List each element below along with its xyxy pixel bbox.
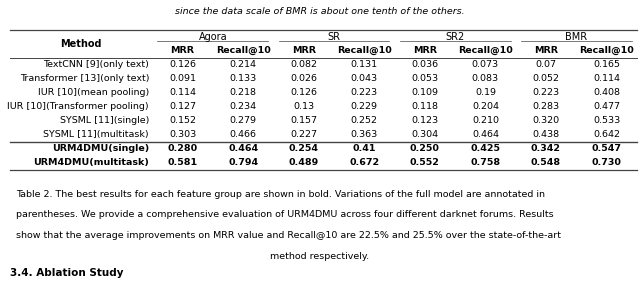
Text: 0.342: 0.342 — [531, 144, 561, 153]
Text: 0.234: 0.234 — [230, 102, 257, 111]
Text: 0.114: 0.114 — [169, 88, 196, 97]
Text: IUR [10](Transformer pooling): IUR [10](Transformer pooling) — [8, 102, 149, 111]
Text: Method: Method — [60, 39, 102, 49]
Text: 0.152: 0.152 — [169, 116, 196, 125]
Text: 0.07: 0.07 — [536, 60, 556, 69]
Text: 0.126: 0.126 — [290, 88, 317, 97]
Text: SR2: SR2 — [445, 32, 465, 42]
Text: 0.123: 0.123 — [412, 116, 438, 125]
Text: method respectively.: method respectively. — [271, 252, 369, 261]
Text: 0.552: 0.552 — [410, 158, 440, 167]
Text: MRR: MRR — [534, 46, 558, 55]
Text: 0.053: 0.053 — [412, 74, 438, 83]
Text: 0.672: 0.672 — [349, 158, 380, 167]
Text: 0.223: 0.223 — [532, 88, 559, 97]
Text: 0.730: 0.730 — [591, 158, 621, 167]
Text: 0.547: 0.547 — [591, 144, 621, 153]
Text: BMR: BMR — [565, 32, 588, 42]
Text: Recall@10: Recall@10 — [458, 46, 513, 56]
Text: 0.204: 0.204 — [472, 102, 499, 111]
Text: 0.280: 0.280 — [168, 144, 198, 153]
Text: 0.109: 0.109 — [412, 88, 438, 97]
Text: 3.4. Ablation Study: 3.4. Ablation Study — [10, 268, 123, 278]
Text: show that the average improvements on MRR value and Recall@10 are 22.5% and 25.5: show that the average improvements on MR… — [16, 231, 561, 240]
Text: Recall@10: Recall@10 — [579, 46, 634, 56]
Text: 0.19: 0.19 — [475, 88, 496, 97]
Text: 0.118: 0.118 — [412, 102, 438, 111]
Text: Recall@10: Recall@10 — [216, 46, 271, 56]
Text: 0.13: 0.13 — [293, 102, 314, 111]
Text: MRR: MRR — [171, 46, 195, 55]
Text: 0.227: 0.227 — [290, 130, 317, 139]
Text: 0.210: 0.210 — [472, 116, 499, 125]
Text: 0.408: 0.408 — [593, 88, 620, 97]
Text: 0.250: 0.250 — [410, 144, 440, 153]
Text: 0.533: 0.533 — [593, 116, 620, 125]
Text: 0.133: 0.133 — [230, 74, 257, 83]
Text: 0.252: 0.252 — [351, 116, 378, 125]
Text: 0.581: 0.581 — [168, 158, 198, 167]
Text: 0.466: 0.466 — [230, 130, 257, 139]
Text: 0.091: 0.091 — [169, 74, 196, 83]
Text: 0.548: 0.548 — [531, 158, 561, 167]
Text: 0.41: 0.41 — [353, 144, 376, 153]
Text: 0.477: 0.477 — [593, 102, 620, 111]
Text: URM4DMU(multitask): URM4DMU(multitask) — [33, 158, 149, 167]
Text: TextCNN [9](only text): TextCNN [9](only text) — [44, 60, 149, 69]
Text: Table 2. The best results for each feature group are shown in bold. Variations o: Table 2. The best results for each featu… — [16, 190, 545, 199]
Text: Agora: Agora — [198, 32, 227, 42]
Text: 0.026: 0.026 — [290, 74, 317, 83]
Text: 0.642: 0.642 — [593, 130, 620, 139]
Text: 0.218: 0.218 — [230, 88, 257, 97]
Text: 0.279: 0.279 — [230, 116, 257, 125]
Text: 0.425: 0.425 — [470, 144, 500, 153]
Text: 0.489: 0.489 — [289, 158, 319, 167]
Text: 0.052: 0.052 — [532, 74, 559, 83]
Text: 0.438: 0.438 — [532, 130, 559, 139]
Text: Transformer [13](only text): Transformer [13](only text) — [20, 74, 149, 83]
Text: 0.073: 0.073 — [472, 60, 499, 69]
Text: 0.127: 0.127 — [169, 102, 196, 111]
Text: parentheses. We provide a comprehensive evaluation of URM4DMU across four differ: parentheses. We provide a comprehensive … — [16, 210, 554, 219]
Text: 0.131: 0.131 — [351, 60, 378, 69]
Text: 0.223: 0.223 — [351, 88, 378, 97]
Text: 0.036: 0.036 — [412, 60, 438, 69]
Text: Recall@10: Recall@10 — [337, 46, 392, 56]
Text: 0.464: 0.464 — [228, 144, 258, 153]
Text: 0.794: 0.794 — [228, 158, 258, 167]
Text: 0.363: 0.363 — [351, 130, 378, 139]
Text: SYSML [11](single): SYSML [11](single) — [60, 116, 149, 125]
Text: SYSML [11](multitask): SYSML [11](multitask) — [44, 130, 149, 139]
Text: 0.304: 0.304 — [412, 130, 438, 139]
Text: 0.464: 0.464 — [472, 130, 499, 139]
Text: URM4DMU(single): URM4DMU(single) — [52, 144, 149, 153]
Text: SR: SR — [328, 32, 340, 42]
Text: IUR [10](mean pooling): IUR [10](mean pooling) — [38, 88, 149, 97]
Text: 0.303: 0.303 — [169, 130, 196, 139]
Text: 0.320: 0.320 — [532, 116, 559, 125]
Text: 0.126: 0.126 — [169, 60, 196, 69]
Text: 0.254: 0.254 — [289, 144, 319, 153]
Text: 0.214: 0.214 — [230, 60, 257, 69]
Text: 0.083: 0.083 — [472, 74, 499, 83]
Text: 0.043: 0.043 — [351, 74, 378, 83]
Text: 0.114: 0.114 — [593, 74, 620, 83]
Text: MRR: MRR — [413, 46, 437, 55]
Text: 0.157: 0.157 — [290, 116, 317, 125]
Text: MRR: MRR — [292, 46, 316, 55]
Text: 0.758: 0.758 — [470, 158, 500, 167]
Text: since the data scale of BMR is about one tenth of the others.: since the data scale of BMR is about one… — [175, 7, 465, 16]
Text: 0.082: 0.082 — [290, 60, 317, 69]
Text: 0.165: 0.165 — [593, 60, 620, 69]
Text: 0.283: 0.283 — [532, 102, 559, 111]
Text: 0.229: 0.229 — [351, 102, 378, 111]
